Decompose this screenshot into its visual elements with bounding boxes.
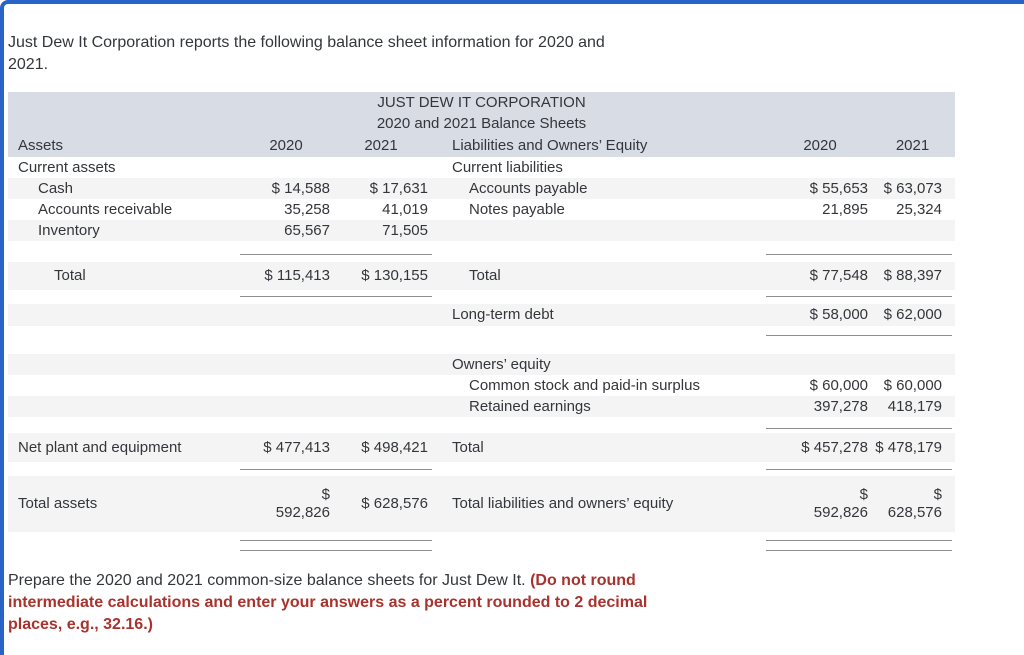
column-header-row: Assets 2020 2021 Liabilities and Owners’… (8, 134, 955, 157)
prompt-emphasis-text: (Do not round intermediate calculations … (8, 572, 648, 633)
net-plant-2021-value: $ 498,421 (361, 438, 428, 456)
long-term-debt-2020-value: $ 58,000 (809, 306, 868, 323)
prompt-normal-text: Prepare the 2020 and 2021 common-size ba… (8, 572, 531, 589)
double-rule-row-grand-totals (8, 532, 955, 556)
cash-2020-value: $ 14,588 (271, 179, 330, 197)
common-stock-label: Common stock and paid-in surplus (469, 376, 700, 394)
table-row-current-totals: Total $ 115,413 $ 130,155 Total $ 77,548… (8, 262, 955, 290)
notes-payable-2021-value: 25,324 (896, 200, 942, 218)
total-assets-2020-value: $ 592,826 (275, 486, 330, 521)
balance-sheet-table: JUST DEW IT CORPORATION 2020 and 2021 Ba… (8, 92, 955, 556)
grand-total-rule-left (240, 550, 432, 551)
total-assets-2021-value: $ 628,576 (361, 495, 428, 512)
common-stock-2021-value: $ 60,000 (883, 376, 942, 394)
table-row-net-plant-oe-total: Net plant and equipment $ 477,413 $ 498,… (8, 433, 955, 462)
subtotal-rule-right (766, 254, 952, 255)
accounts-receivable-label: Accounts receivable (38, 200, 173, 218)
total-current-liabilities-2021-value: $ 88,397 (883, 267, 942, 284)
grand-total-rule-right (766, 540, 952, 541)
rule-row-above-grand-totals (8, 462, 955, 476)
accounts-receivable-2020-value: 35,258 (284, 200, 330, 218)
subtotal-rule-left (240, 254, 432, 255)
total-liabilities-oe-2021-value: $ 628,576 (887, 486, 942, 521)
cash-label: Cash (38, 179, 74, 197)
table-row-ar-np: Accounts receivable 35,258 41,019 Notes … (8, 199, 955, 220)
subtotal-rule-right (766, 335, 952, 336)
table-row-inventory: Inventory 65,567 71,505 (8, 220, 955, 241)
accounts-payable-2021-value: $ 63,073 (883, 179, 942, 197)
inventory-2021-value: 71,505 (382, 221, 428, 239)
rule-row-below-current-totals (8, 290, 955, 304)
subtotal-rule-right (766, 428, 952, 429)
common-stock-2020-value: $ 60,000 (809, 376, 868, 394)
liabilities-column-header: Liabilities and Owners’ Equity (452, 136, 648, 154)
subtotal-rule-left (240, 469, 432, 470)
total-owners-equity-label: Total (452, 438, 484, 456)
right-2020-column-header: 2020 (803, 136, 837, 154)
total-assets-label: Total assets (18, 495, 98, 512)
accounts-receivable-2021-value: 41,019 (382, 200, 428, 218)
total-current-liabilities-label: Total (469, 267, 501, 284)
grand-total-rule-left (240, 540, 432, 541)
total-owners-equity-2020-value: $ 457,278 (801, 438, 868, 456)
subtotal-rule-left (240, 296, 432, 297)
long-term-debt-2021-value: $ 62,000 (883, 306, 942, 323)
question-prompt: Prepare the 2020 and 2021 common-size ba… (8, 570, 1024, 636)
assets-column-header: Assets (18, 136, 64, 154)
table-header: JUST DEW IT CORPORATION 2020 and 2021 Ba… (8, 92, 955, 157)
retained-earnings-label: Retained earnings (469, 397, 591, 415)
right-2021-column-header: 2021 (895, 136, 930, 154)
table-row-common-stock: Common stock and paid-in surplus $ 60,00… (8, 375, 955, 396)
rule-row-above-current-totals (8, 241, 955, 262)
retained-earnings-2021-value: 418,179 (887, 397, 942, 415)
table-row-long-term-debt: Long-term debt $ 58,000 $ 62,000 (8, 304, 955, 326)
total-liabilities-oe-2020-value: $ 592,826 (813, 486, 868, 521)
rule-row-below-long-term-debt (8, 326, 955, 354)
left-2020-column-header: 2020 (269, 136, 303, 154)
total-owners-equity-2021-value: $ 478,179 (875, 438, 942, 456)
total-liabilities-oe-label: Total liabilities and owners’ equity (452, 495, 674, 512)
table-subtitle: 2020 and 2021 Balance Sheets (376, 115, 587, 132)
inventory-label: Inventory (38, 221, 100, 239)
current-assets-section-label: Current assets (18, 158, 116, 176)
net-plant-label: Net plant and equipment (18, 438, 182, 456)
net-plant-2020-value: $ 477,413 (263, 438, 330, 456)
table-row-cash-ap: Cash $ 14,588 $ 17,631 Accounts payable … (8, 178, 955, 199)
subtotal-rule-right (766, 469, 952, 470)
table-row-retained-earnings: Retained earnings 397,278 418,179 (8, 396, 955, 417)
long-term-debt-label: Long-term debt (452, 306, 554, 323)
accounts-payable-2020-value: $ 55,653 (809, 179, 868, 197)
total-current-assets-label: Total (54, 267, 86, 284)
grand-total-rule-right (766, 550, 952, 551)
total-current-assets-2021-value: $ 130,155 (361, 267, 428, 284)
total-current-assets-2020-value: $ 115,413 (264, 267, 330, 284)
current-liabilities-section-label: Current liabilities (452, 158, 563, 176)
subtotal-rule-right (766, 296, 952, 297)
intro-text: Just Dew It Corporation reports the foll… (8, 34, 605, 73)
owners-equity-section-label: Owners’ equity (452, 355, 551, 373)
accounts-payable-label: Accounts payable (469, 179, 588, 197)
notes-payable-label: Notes payable (469, 200, 565, 218)
section-row-owners-equity: Owners’ equity (8, 354, 955, 375)
section-row-current: Current assets Current liabilities (8, 157, 955, 178)
cash-2021-value: $ 17,631 (369, 179, 428, 197)
total-current-liabilities-2020-value: $ 77,548 (809, 267, 868, 284)
inventory-2020-value: 65,567 (284, 221, 330, 239)
table-row-grand-totals: Total assets $ 592,826 $ 628,576 Total l… (8, 476, 955, 532)
table-title: JUST DEW IT CORPORATION (377, 94, 586, 111)
left-2021-column-header: 2021 (364, 136, 398, 154)
retained-earnings-2020-value: 397,278 (813, 397, 868, 415)
rule-row-above-oe-total (8, 417, 955, 433)
notes-payable-2020-value: 21,895 (822, 200, 868, 218)
